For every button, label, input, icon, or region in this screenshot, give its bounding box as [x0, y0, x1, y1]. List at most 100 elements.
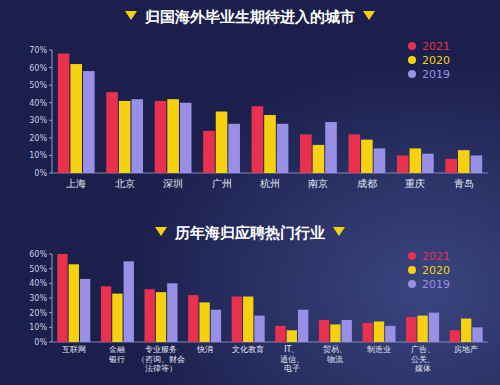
bar	[70, 64, 82, 173]
y-tick-label: 0%	[34, 338, 47, 347]
bar	[450, 330, 460, 342]
bar	[243, 297, 253, 342]
label-line: 杭州	[259, 178, 280, 189]
y-tick-label: 40%	[29, 99, 47, 108]
label-line: 电子	[284, 364, 300, 373]
bar	[199, 302, 209, 342]
legend-label: 2021	[422, 250, 450, 263]
bar	[300, 134, 312, 173]
label-line: 互联网	[62, 345, 86, 354]
legend-label: 2019	[422, 68, 450, 81]
x-tick-label: 北京	[115, 178, 135, 189]
legend-marker	[408, 252, 416, 260]
x-tick-label: 广州	[212, 178, 232, 189]
chart-title: 历年海归应聘热门行业	[174, 224, 325, 242]
label-line: 公关、	[411, 355, 435, 364]
y-tick-label: 30%	[29, 294, 47, 303]
bar	[264, 115, 276, 173]
chart-title: 归国海外毕业生期待进入的城市	[144, 8, 355, 26]
label-line: 上海	[66, 178, 86, 189]
bar	[83, 71, 95, 173]
label-line: 重庆	[405, 178, 425, 189]
label-line: 文化教育	[232, 345, 264, 354]
x-tick-label: IT、通信、电子	[280, 345, 304, 373]
bar	[348, 134, 360, 173]
label-line: （咨询、财会	[137, 355, 185, 364]
y-tick-label: 50%	[29, 81, 47, 90]
bar	[319, 320, 329, 342]
y-tick-label: 20%	[29, 134, 47, 143]
bar	[374, 148, 386, 173]
y-tick-label: 10%	[29, 323, 47, 332]
bar	[397, 155, 409, 173]
bar	[422, 154, 434, 173]
x-tick-label: 文化教育	[232, 345, 264, 354]
bar	[429, 313, 439, 342]
bar	[385, 326, 395, 342]
legend-marker	[408, 266, 416, 274]
bar	[461, 319, 471, 342]
bar	[58, 54, 70, 173]
bar	[131, 99, 143, 173]
x-tick-label: 贸易、物流	[323, 345, 347, 364]
label-line: 深圳	[163, 178, 183, 189]
label-line: 媒体	[415, 364, 431, 373]
bar	[298, 310, 308, 342]
label-line: 快消	[196, 345, 213, 354]
bar	[188, 295, 198, 342]
y-axis-line	[52, 50, 53, 173]
chart-canvas: 归国海外毕业生期待进入的城市 0% 10% 20% 30% 40% 50% 60% 70% 上海 北…	[0, 0, 500, 385]
bar	[144, 289, 154, 342]
bar	[124, 261, 134, 342]
label-line: 贸易、	[323, 345, 347, 354]
bar	[155, 101, 167, 173]
legend-label: 2020	[422, 54, 450, 67]
legend-label: 2019	[422, 278, 450, 291]
bar	[211, 310, 221, 342]
bar	[342, 320, 352, 342]
y-axis-line	[52, 254, 53, 342]
bar	[119, 101, 131, 173]
x-tick-label: 快消	[196, 345, 213, 354]
bar	[216, 112, 228, 174]
legend-label: 2020	[422, 264, 450, 277]
label-line: 南京	[308, 178, 328, 189]
bar	[232, 297, 242, 342]
x-tick-label: 上海	[66, 178, 86, 189]
y-tick-label: 50%	[29, 265, 47, 274]
label-line: 房地产	[454, 345, 478, 354]
bar	[361, 140, 373, 173]
x-tick-label: 专业服务（咨询、财会法律等）	[137, 345, 185, 373]
x-tick-label: 制造业	[367, 345, 391, 354]
label-line: 成都	[357, 178, 377, 189]
bar	[80, 279, 90, 342]
y-tick-label: 60%	[29, 64, 47, 73]
label-line: 广告、	[411, 345, 435, 354]
bar	[180, 103, 192, 173]
bar	[57, 254, 67, 342]
bar	[445, 159, 457, 173]
x-tick-label: 成都	[357, 178, 377, 189]
bar	[167, 99, 179, 173]
label-line: 银行	[108, 355, 125, 364]
legend-marker	[408, 280, 416, 288]
legend-marker	[408, 70, 416, 78]
legend-marker	[408, 56, 416, 64]
y-tick-label: 70%	[29, 46, 47, 55]
bars-group	[58, 54, 482, 173]
bar	[277, 124, 289, 173]
x-tick-label: 杭州	[259, 178, 280, 189]
bar	[313, 145, 325, 173]
bar	[374, 321, 384, 342]
bar	[156, 292, 166, 342]
bar	[325, 122, 337, 173]
legend-marker	[408, 42, 416, 50]
label-line: 物流	[327, 355, 343, 364]
bar	[410, 148, 422, 173]
bar	[69, 264, 79, 342]
label-line: 制造业	[367, 345, 391, 354]
x-tick-label: 南京	[308, 178, 328, 189]
title-triangle	[125, 11, 137, 20]
bar	[203, 131, 215, 173]
bar	[458, 150, 470, 173]
